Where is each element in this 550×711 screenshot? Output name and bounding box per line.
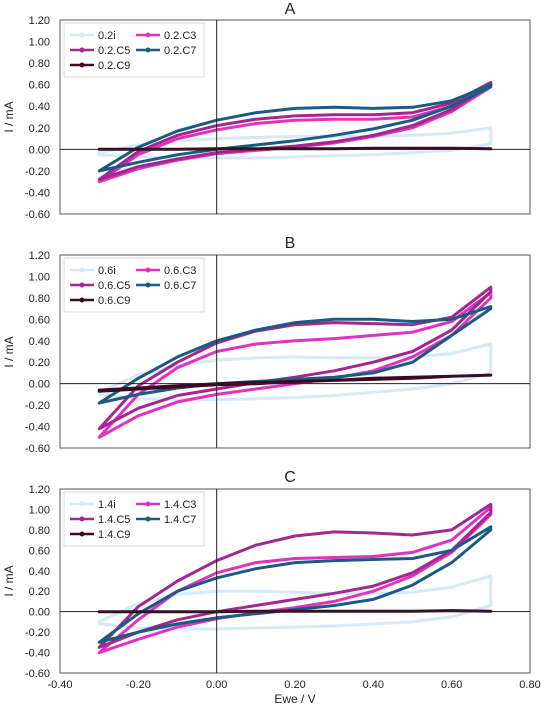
legend-marker — [145, 282, 151, 288]
panel-title: A — [285, 1, 296, 18]
y-tick-label: 0.60 — [29, 314, 50, 326]
y-tick-label: -0.20 — [25, 166, 50, 178]
y-tick-label: -0.20 — [25, 400, 50, 412]
y-tick-label: 0.40 — [29, 566, 50, 578]
x-tick-label: 0.20 — [284, 679, 305, 691]
legend-marker — [79, 516, 85, 522]
x-tick-label: 0.80 — [519, 679, 540, 691]
series-line-0.2.C7 — [97, 83, 493, 173]
legend-marker — [79, 282, 85, 288]
panel-title: B — [285, 235, 296, 252]
series-line-1.4.C7 — [97, 525, 493, 644]
legend-label: 0.6i — [98, 265, 116, 277]
legend-marker — [79, 297, 85, 303]
legend-label: 0.2i — [98, 30, 116, 42]
legend-label: 1.4.C9 — [98, 529, 130, 541]
y-tick-label: 0.80 — [29, 58, 50, 70]
legend-marker — [79, 47, 85, 53]
x-tick-label: -0.40 — [47, 679, 72, 691]
y-tick-label: 1.20 — [29, 484, 50, 496]
y-tick-label: 0.00 — [29, 144, 50, 156]
y-tick-label: -0.40 — [25, 187, 50, 199]
legend-label: 0.2.C7 — [164, 45, 196, 57]
legend-label: 0.2.C5 — [98, 45, 130, 57]
legend-label: 1.4i — [98, 499, 116, 511]
y-tick-label: 1.20 — [29, 15, 50, 27]
y-tick-label: 0.80 — [29, 293, 50, 305]
panel-A: A -0.60 -0.40 -0.20 0.00 0.20 0.40 0.60 0.80 1.00… — [2, 1, 531, 221]
x-tick-label: 0.60 — [441, 679, 462, 691]
legend-marker — [145, 267, 151, 273]
y-tick-label: 1.20 — [29, 250, 50, 262]
x-tick-label: 0.40 — [363, 679, 384, 691]
legend-marker — [79, 501, 85, 507]
y-tick-label: 0.20 — [29, 357, 50, 369]
y-tick-label: 0.60 — [29, 80, 50, 92]
legend-label: 0.6.C3 — [164, 265, 196, 277]
y-tick-label: 0.40 — [29, 101, 50, 113]
plot-frame — [59, 19, 531, 215]
y-tick-label: 0.20 — [29, 586, 50, 598]
panel-B: B -0.60 -0.40 -0.20 0.00 0.20 0.40 0.60 0.80 1.00… — [2, 235, 531, 455]
legend-label: 0.6.C9 — [98, 295, 130, 307]
y-tick-label: 0.80 — [29, 525, 50, 537]
y-tick-label: -0.40 — [25, 422, 50, 434]
series-line-0.6i — [97, 342, 493, 402]
panel-C: C -0.60 -0.40 -0.20 0.00 0.20 0.40 0.60 0.80 1.00… — [2, 469, 531, 680]
legend-marker — [79, 531, 85, 537]
series-line-1.4i — [97, 574, 493, 631]
y-tick-label: -0.60 — [25, 443, 50, 455]
legend-marker — [79, 62, 85, 68]
x-tick-label: -0.20 — [126, 679, 151, 691]
legend-label: 0.6.C5 — [98, 280, 130, 292]
y-tick-label: 1.00 — [29, 271, 50, 283]
legend-label: 0.2.C3 — [164, 30, 196, 42]
y-tick-label: 0.00 — [29, 379, 50, 391]
y-tick-label: -0.40 — [25, 648, 50, 660]
legend-marker — [145, 516, 151, 522]
plot-frame — [59, 254, 531, 449]
y-tick-label: 0.40 — [29, 336, 50, 348]
y-tick-label: 0.00 — [29, 607, 50, 619]
series-line-0.2i — [97, 126, 493, 160]
x-axis-label: Ewe / V — [274, 692, 315, 706]
legend-marker — [79, 267, 85, 273]
legend-marker — [79, 32, 85, 38]
y-tick-label: -0.20 — [25, 627, 50, 639]
panel-title: C — [284, 469, 296, 486]
y-tick-label: 0.60 — [29, 545, 50, 557]
y-tick-label: -0.60 — [25, 209, 50, 221]
y-tick-label: 1.00 — [29, 504, 50, 516]
x-tick-label: 0.00 — [206, 679, 227, 691]
legend-label: 1.4.C5 — [98, 514, 130, 526]
series-line-1.4.C5 — [97, 502, 493, 649]
y-axis-label: I / mA — [2, 101, 16, 132]
plot-frame — [59, 488, 531, 674]
series-line-0.6.C3 — [97, 291, 493, 439]
y-axis-label: I / mA — [2, 336, 16, 367]
legend-marker — [145, 32, 151, 38]
legend-marker — [145, 501, 151, 507]
y-tick-label: 1.00 — [29, 37, 50, 49]
legend-marker — [145, 47, 151, 53]
y-axis-label: I / mA — [2, 565, 16, 596]
legend-label: 1.4.C7 — [164, 514, 196, 526]
legend-label: 1.4.C3 — [164, 499, 196, 511]
y-tick-label: 0.20 — [29, 123, 50, 135]
series-line-0.6.C9 — [97, 373, 493, 393]
legend-label: 0.6.C7 — [164, 280, 196, 292]
y-tick-label: -0.60 — [25, 668, 50, 680]
legend-label: 0.2.C9 — [98, 60, 130, 72]
